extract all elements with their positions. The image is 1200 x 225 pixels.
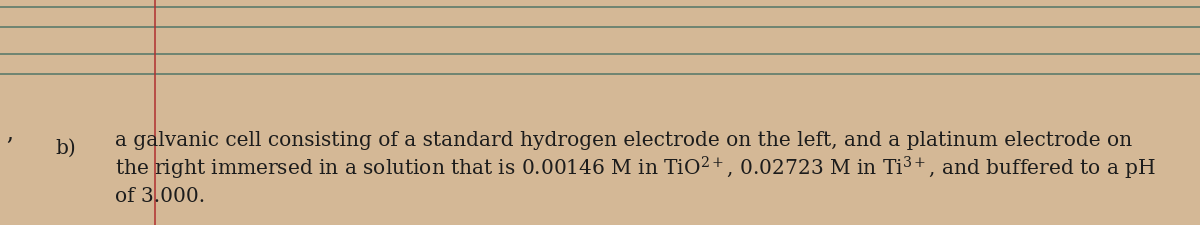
Text: of 3.000.: of 3.000. bbox=[115, 186, 205, 205]
Text: the right immersed in a solution that is 0.00146 M in TiO$\mathregular{^{2+}}$, : the right immersed in a solution that is… bbox=[115, 154, 1156, 181]
Text: b): b) bbox=[55, 138, 76, 157]
Text: a galvanic cell consisting of a standard hydrogen electrode on the left, and a p: a galvanic cell consisting of a standard… bbox=[115, 130, 1132, 149]
Text: ’: ’ bbox=[5, 136, 13, 159]
